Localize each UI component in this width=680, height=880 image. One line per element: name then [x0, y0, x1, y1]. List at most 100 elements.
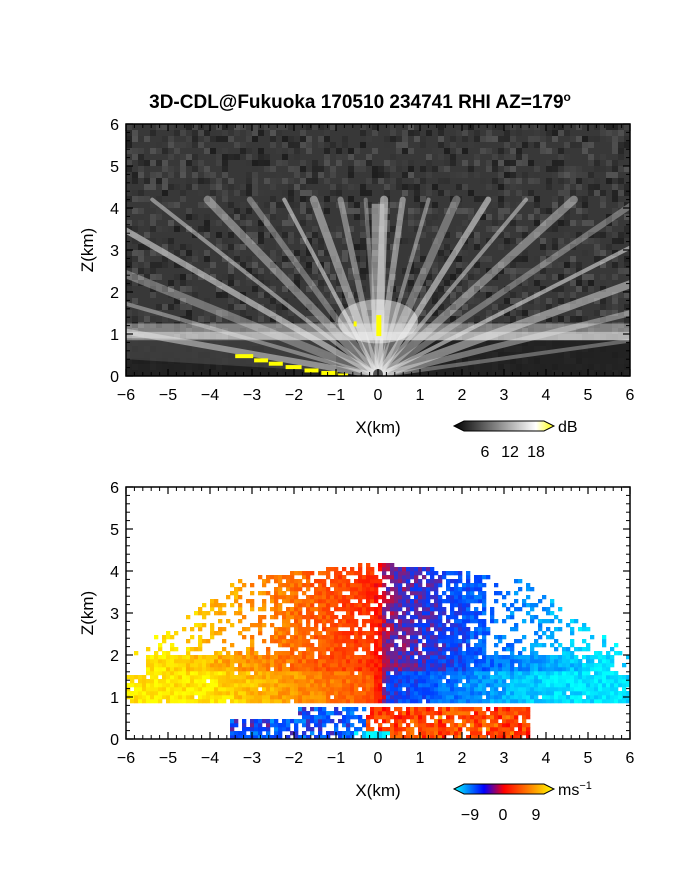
noise-cell [438, 316, 444, 322]
noise-cell [534, 232, 540, 238]
velocity-cell [362, 619, 367, 624]
velocity-cell [170, 663, 175, 668]
velocity-cell [154, 679, 159, 684]
velocity-cell [258, 691, 263, 696]
velocity-cell [338, 635, 343, 640]
velocity-cell [506, 723, 511, 728]
noise-cell [246, 172, 252, 178]
velocity-cell [222, 667, 227, 672]
noise-cell [414, 166, 420, 172]
velocity-cell [438, 723, 443, 728]
velocity-cell [482, 679, 487, 684]
velocity-cell [462, 671, 467, 676]
noise-cell [456, 130, 462, 136]
velocity-cell [362, 691, 367, 696]
velocity-cell [418, 567, 423, 572]
velocity-cell [358, 627, 363, 632]
velocity-cell [390, 699, 395, 704]
velocity-cell [290, 643, 295, 648]
velocity-cell [414, 603, 419, 608]
velocity-cell [230, 687, 235, 692]
velocity-cell [270, 735, 275, 739]
velocity-cell [482, 627, 487, 632]
velocity-cell [318, 595, 323, 600]
velocity-cell [186, 675, 191, 680]
velocity-cell [542, 619, 547, 624]
velocity-cell [342, 667, 347, 672]
velocity-cell [298, 631, 303, 636]
velocity-cell [442, 623, 447, 628]
velocity-cell [530, 619, 535, 624]
velocity-cell [466, 667, 471, 672]
velocity-cell [230, 643, 235, 648]
noise-cell [264, 214, 270, 220]
velocity-cell [282, 611, 287, 616]
velocity-cell [242, 699, 247, 704]
velocity-cell [142, 687, 147, 692]
velocity-cell [410, 735, 415, 739]
noise-cell [588, 136, 594, 142]
noise-cell [588, 184, 594, 190]
noise-cell [588, 286, 594, 292]
velocity-cell [462, 699, 467, 704]
noise-cell [414, 202, 420, 208]
velocity-cell [438, 683, 443, 688]
velocity-cell [278, 631, 283, 636]
noise-cell [192, 286, 198, 292]
noise-cell [318, 280, 324, 286]
velocity-cell [486, 627, 491, 632]
velocity-cell [418, 611, 423, 616]
velocity-cell [326, 647, 331, 652]
noise-cell [366, 160, 372, 166]
noise-cell [186, 136, 192, 142]
velocity-cell [194, 647, 199, 652]
noise-cell [510, 124, 516, 130]
noise-cell [564, 316, 570, 322]
velocity-cell [502, 655, 507, 660]
noise-cell [618, 154, 624, 160]
velocity-cell [214, 663, 219, 668]
velocity-cell [258, 627, 263, 632]
velocity-cell [478, 627, 483, 632]
noise-cell [252, 262, 258, 268]
velocity-cell [226, 655, 231, 660]
noise-cell [594, 256, 600, 262]
noise-cell [162, 262, 168, 268]
velocity-cell [394, 587, 399, 592]
noise-cell [504, 130, 510, 136]
noise-cell [594, 160, 600, 166]
velocity-cell [394, 635, 399, 640]
noise-cell [612, 208, 618, 214]
velocity-cell [514, 687, 519, 692]
noise-cell [504, 298, 510, 304]
velocity-cell [458, 667, 463, 672]
noise-cell [156, 178, 162, 184]
noise-cell [126, 256, 132, 262]
noise-cell [486, 292, 492, 298]
noise-cell [132, 172, 138, 178]
velocity-cell [462, 675, 467, 680]
velocity-cell [382, 627, 387, 632]
velocity-cell [474, 659, 479, 664]
noise-cell [132, 154, 138, 160]
velocity-cell [170, 655, 175, 660]
velocity-cell [266, 579, 271, 584]
velocity-cell [342, 695, 347, 700]
velocity-cell [530, 683, 535, 688]
velocity-cell [282, 691, 287, 696]
velocity-cell [398, 655, 403, 660]
velocity-cell [238, 607, 243, 612]
noise-cell [558, 226, 564, 232]
velocity-cell [430, 619, 435, 624]
velocity-cell [298, 579, 303, 584]
velocity-cell [510, 727, 515, 732]
velocity-cell [374, 719, 379, 724]
velocity-cell [302, 699, 307, 704]
velocity-cell [254, 675, 259, 680]
velocity-cell [434, 635, 439, 640]
velocity-cell [258, 591, 263, 596]
velocity-cell [266, 727, 271, 732]
velocity-cell [366, 583, 371, 588]
noise-cell [150, 178, 156, 184]
velocity-cell [482, 599, 487, 604]
